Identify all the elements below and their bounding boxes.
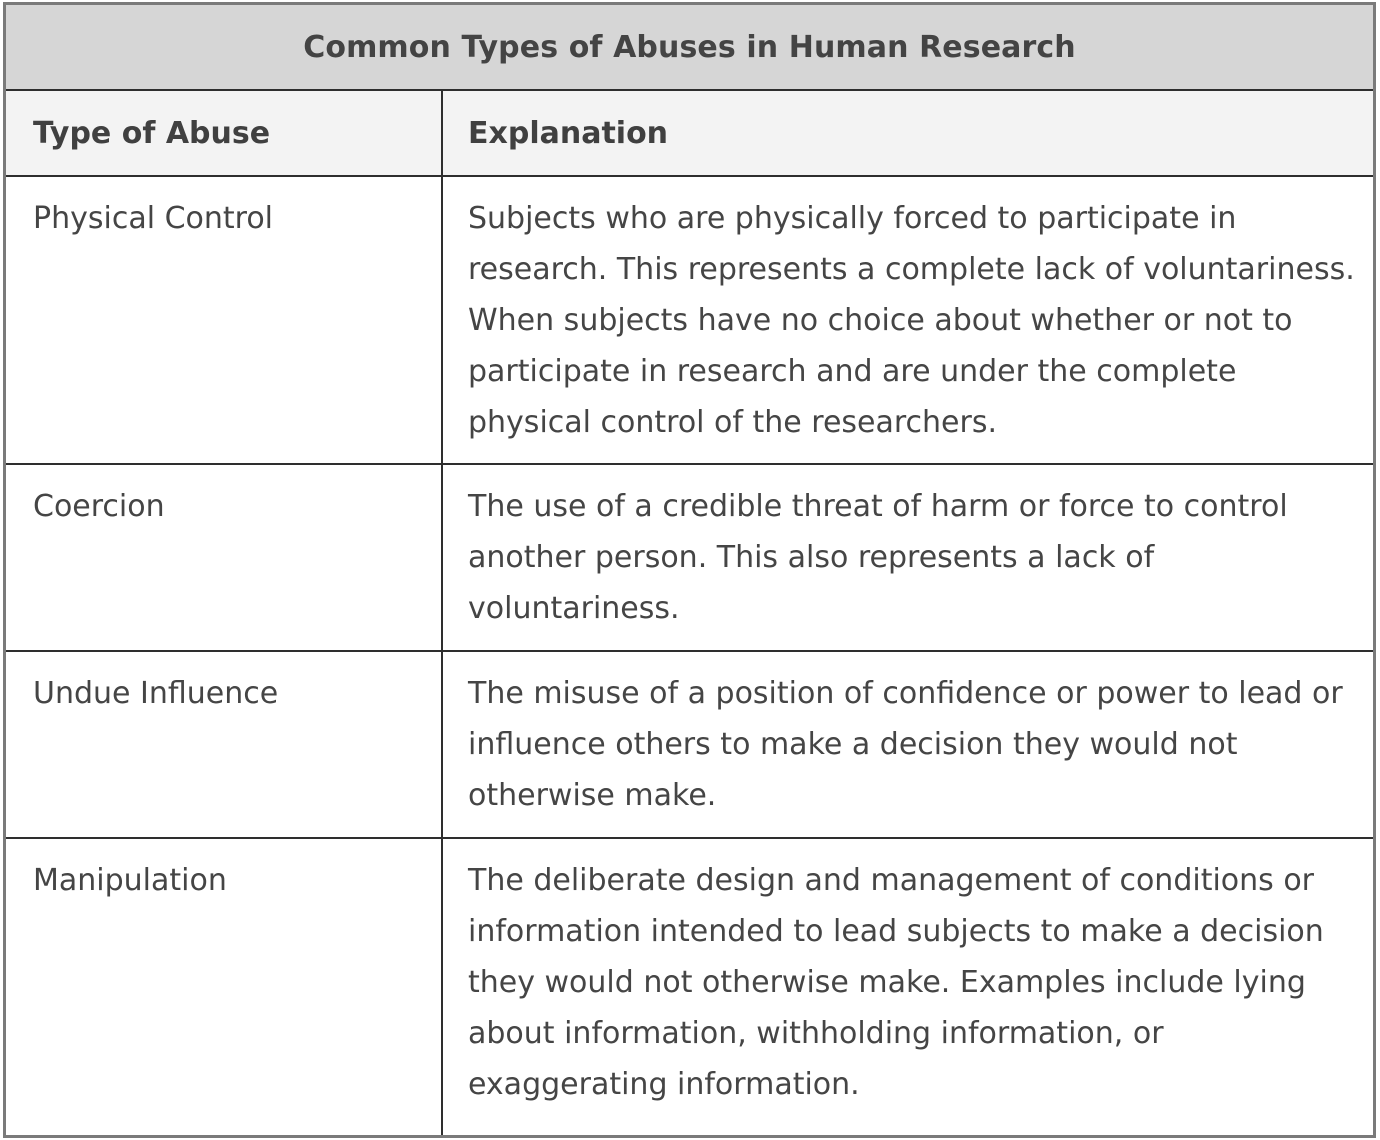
column-header-type: Type of Abuse — [6, 90, 442, 177]
table-row: Coercion The use of a credible threat of… — [6, 464, 1373, 652]
explanation-cell: Subjects who are physically forced to pa… — [441, 176, 1373, 465]
explanation-cell: The misuse of a position of confidence o… — [441, 651, 1373, 839]
abuse-types-table: Common Types of Abuses in Human Research… — [6, 5, 1373, 1135]
table-row: Physical Control Subjects who are physic… — [6, 176, 1373, 465]
table-title-row: Common Types of Abuses in Human Research — [6, 5, 1373, 91]
abuse-type-cell: Physical Control — [6, 176, 442, 465]
abuse-types-table-frame: Common Types of Abuses in Human Research… — [3, 2, 1376, 1138]
explanation-cell: The deliberate design and management of … — [441, 838, 1373, 1135]
abuse-type-cell: Undue Influence — [6, 651, 442, 839]
explanation-cell: The use of a credible threat of harm or … — [441, 464, 1373, 652]
column-header-explanation: Explanation — [441, 90, 1373, 177]
table-row: Manipulation The deliberate design and m… — [6, 838, 1373, 1135]
table-title: Common Types of Abuses in Human Research — [6, 5, 1373, 91]
abuse-type-cell: Manipulation — [33, 863, 227, 898]
table-header-row: Type of Abuse Explanation — [6, 90, 1373, 177]
abuse-type-cell: Coercion — [6, 464, 442, 652]
table-row: Undue Influence The misuse of a position… — [6, 651, 1373, 839]
